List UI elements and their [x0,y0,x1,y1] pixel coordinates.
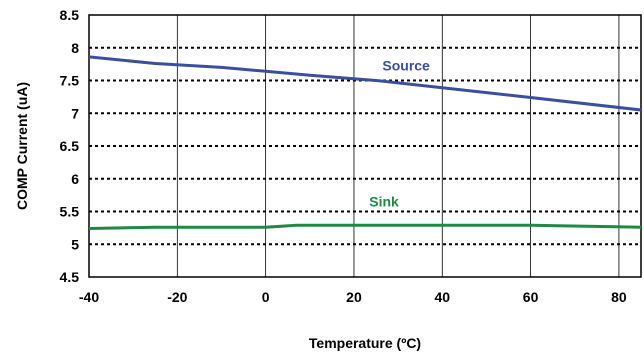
y-tick-label: 7 [71,105,79,121]
x-axis-title: Temperature (ºC) [309,335,421,351]
x-tick-label: 20 [346,289,362,305]
x-tick-label: 0 [262,289,270,305]
y-tick-label: 6.5 [60,138,80,154]
tick-labels: 4.5 5 5.5 6 6.5 7 7.5 8 8.5 -40 -20 0 20 40 60 80 [60,7,627,305]
y-tick-label: 8.5 [60,7,80,23]
y-tick-label: 6 [71,171,79,187]
series-line-source [88,55,642,112]
y-tick-label: 4.5 [60,269,80,285]
grid [89,15,641,277]
x-tick-label: 60 [523,289,539,305]
x-tick-label: -20 [167,289,187,305]
y-tick-label: 5 [71,236,79,252]
y-axis-title: COMP Current (uA) [14,82,30,210]
y-tick-label: 5.5 [60,204,80,220]
plot-area-frame [88,14,642,278]
series-label-source: Source [382,58,430,74]
x-tick-label: 80 [611,289,627,305]
series-line-sink [88,223,642,230]
series-label-sink: Sink [369,193,399,209]
x-tick-label: 40 [434,289,450,305]
y-tick-label: 7.5 [60,73,80,89]
x-tick-label: -40 [79,289,99,305]
y-tick-label: 8 [71,40,79,56]
series-lines: Source Sink [88,55,642,230]
